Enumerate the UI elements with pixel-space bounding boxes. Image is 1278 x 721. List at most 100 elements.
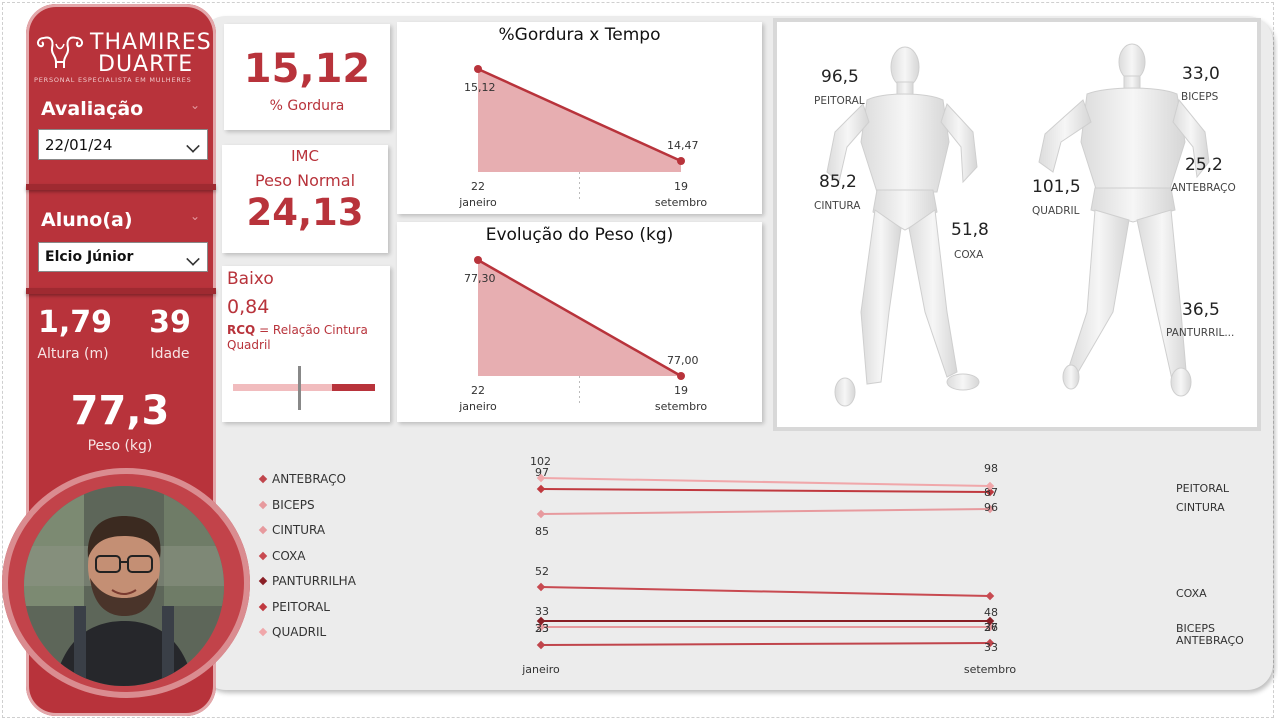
x-tick-label: janeiro [458,400,497,413]
aluno-selected-value: Elcio Júnior [45,249,134,265]
brand-name-line1: THAMIRES [90,30,212,55]
peso-chart-card: Evolução do Peso (kg) 77,30 77,00 22 janeir… [397,222,762,422]
brand-logo: THAMIRES DUARTE PERSONAL ESPECIALISTA EM… [34,30,212,90]
legend-item[interactable]: ANTEBRAÇO [258,472,347,486]
gordura-value: 15,12 [243,46,371,92]
imc-class: Peso Normal [254,171,356,190]
peso-label: Peso (kg) [87,438,153,454]
idade-label: Idade [150,346,190,362]
peitoral-label: PEITORAL [814,95,865,107]
data-label: 77,00 [667,354,699,367]
aluno-collapse-icon[interactable]: ⌄ [190,209,201,223]
legend-item[interactable]: COXA [258,548,306,563]
data-point [474,65,482,73]
avaliacao-label: Avaliação [41,98,144,120]
sidebar-divider [26,184,216,190]
coxa-value: 51,8 [951,220,989,240]
altura-value: 1,79 [37,305,113,340]
rcq-gauge-track [233,384,375,391]
diamond-icon [258,500,268,509]
mannequin-illustration [826,43,1210,407]
diamond-icon [258,525,268,535]
area-line [477,258,682,378]
aluno-dropdown[interactable]: Elcio Júnior [38,242,208,272]
quadril-value: 101,5 [1032,177,1081,197]
data-point [677,157,685,165]
cintura-value: 85,2 [819,172,857,192]
series-end-label: ANTEBRAÇO [1176,634,1244,647]
data-label: 15,12 [464,81,496,94]
sidebar-divider [26,288,216,294]
legend-label: BICEPS [272,497,315,512]
legend-item[interactable]: QUADRIL [258,625,327,639]
aluno-label: Aluno(a) [41,209,133,231]
imc-value: 24,13 [246,191,364,234]
cintura-label: CINTURA [814,200,861,212]
uterus-logo-icon [36,36,84,68]
antebraco-value: 25,2 [1185,155,1223,175]
panturrilha-label: PANTURRIL... [1166,327,1235,339]
imc-label: IMC [291,147,319,165]
x-tick-label: setembro [655,196,708,209]
quadril-label: QUADRIL [1032,205,1080,217]
data-label: 14,47 [667,139,699,152]
legend-label: QUADRIL [272,625,327,639]
area-fill [478,69,681,172]
x-tick-label: 19 [674,384,688,397]
legend-label: COXA [272,548,306,563]
brand-name-line2: DUARTE [98,52,194,77]
imc-kpi-card: IMC Peso Normal 24,13 [222,145,388,253]
legend-label: ANTEBRAÇO [272,472,347,486]
brand-tagline: PERSONAL ESPECIALISTA EM MULHERES [34,76,192,84]
legend-label: CINTURA [272,523,326,537]
rcq-class: Baixo [227,269,274,289]
rcq-abbr: RCQ [227,323,256,337]
series-end-label: COXA [1176,587,1207,600]
gordura-chart-card: %Gordura x Tempo 15,12 14,47 22 janeiro 19 se… [397,22,762,214]
idade-value: 39 [149,305,191,340]
x-tick-label: 22 [471,180,485,193]
x-tick-label: 22 [471,384,485,397]
diamond-icon [258,602,268,611]
avaliacao-collapse-icon[interactable]: ⌄ [190,98,201,112]
x-tick-label: 19 [674,180,688,193]
legend-label: PANTURRILHA [272,574,356,588]
gordura-area-chart: 15,12 14,47 22 janeiro 19 setembro [458,65,708,209]
legend-item[interactable]: BICEPS [258,497,315,512]
chevron-down-icon [186,252,200,266]
altura-label: Altura (m) [37,346,109,362]
peso-area-chart: 77,30 77,00 22 janeiro 19 setembro [458,256,707,413]
gordura-chart-title: %Gordura x Tempo [498,25,661,45]
data-point [677,372,685,380]
antebraco-label: ANTEBRAÇO [1171,182,1236,194]
series-end-label: CINTURA [1176,501,1225,514]
rcq-gauge-fill [332,384,375,391]
avaliacao-selected-value: 22/01/24 [45,136,113,154]
legend-item[interactable]: PEITORAL [258,600,330,614]
avaliacao-dropdown[interactable]: 22/01/24 [38,129,208,160]
data-label: 77,30 [464,272,496,285]
rcq-gauge-needle [298,366,301,410]
diamond-icon [258,474,268,484]
peso-chart-title: Evolução do Peso (kg) [485,225,674,245]
legend-item[interactable]: PANTURRILHA [258,574,356,588]
panturrilha-value: 36,5 [1182,300,1220,320]
student-photo [24,486,224,686]
series-end-label: PEITORAL [1176,482,1230,495]
diamond-icon [258,576,268,586]
rcq-value: 0,84 [227,296,270,318]
rcq-desc: = Relação Cintura Quadril [227,323,368,352]
biceps-value: 33,0 [1182,64,1220,84]
biceps-label: BICEPS [1181,91,1219,103]
gordura-kpi-card: 15,12 % Gordura [224,24,390,130]
legend-item[interactable]: CINTURA [258,523,326,537]
peso-value: 77,3 [70,388,170,434]
data-point [474,256,482,264]
area-line [477,67,682,163]
gordura-label: % Gordura [269,98,345,114]
x-tick-label: janeiro [458,196,497,209]
coxa-label: COXA [954,249,984,261]
rcq-description: RCQ = Relação Cintura Quadril [227,323,377,353]
rcq-kpi-card: Baixo 0,84 RCQ = Relação Cintura Quadril [222,266,390,422]
body-measurements-panel: 96,5 PEITORAL 85,2 CINTURA 51,8 COXA 33,… [777,22,1257,427]
